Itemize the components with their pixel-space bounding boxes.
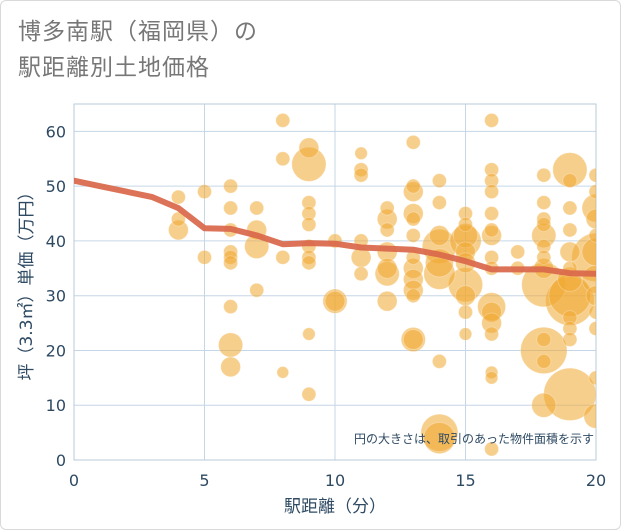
data-point (379, 222, 395, 238)
data-point (223, 255, 239, 271)
y-axis-label: 坪（3.3㎡）単価（万円） (17, 183, 37, 380)
data-point (249, 282, 265, 298)
data-point (276, 366, 290, 379)
data-point (536, 195, 552, 211)
data-point (379, 200, 395, 216)
data-point (588, 321, 596, 337)
x-tick-label: 15 (455, 471, 475, 490)
data-point (353, 266, 369, 282)
data-point (431, 353, 447, 369)
data-point (484, 326, 500, 342)
data-point (588, 304, 596, 320)
x-tick-label: 10 (325, 471, 345, 490)
data-point (275, 249, 291, 265)
data-point (376, 257, 398, 279)
chart-title-line2: 駅距離別土地価格 (18, 55, 210, 81)
data-point (223, 200, 239, 216)
data-point (520, 326, 568, 375)
data-point (423, 421, 456, 455)
data-point (197, 184, 212, 200)
data-point (223, 178, 239, 194)
data-point (484, 206, 500, 222)
y-tick-label: 0 (56, 451, 66, 470)
data-point (301, 255, 317, 271)
data-point (405, 227, 421, 243)
data-point (583, 403, 596, 429)
data-point (588, 167, 596, 183)
data-point (220, 356, 241, 378)
data-point (405, 288, 421, 304)
data-point (458, 327, 473, 341)
data-point (402, 329, 424, 350)
data-point (301, 386, 317, 402)
data-point (536, 167, 552, 183)
data-point (458, 304, 473, 320)
data-point (455, 285, 476, 307)
y-tick-label: 20 (46, 341, 66, 360)
data-point (376, 290, 398, 312)
y-tick-label: 50 (46, 177, 66, 196)
data-point (588, 370, 596, 386)
x-axis-label: 駅距離（分） (284, 497, 386, 517)
data-point (458, 216, 473, 232)
data-point (324, 290, 346, 312)
data-point (170, 189, 186, 205)
data-point (223, 299, 239, 315)
chart-title-line1: 博多南駅（福岡県）の (18, 19, 258, 45)
data-point (301, 216, 317, 232)
data-point (429, 225, 450, 246)
data-point (302, 327, 316, 341)
data-point (431, 195, 447, 211)
data-point (275, 151, 291, 167)
data-point (217, 332, 244, 358)
data-point (484, 441, 500, 457)
y-tick-label: 10 (46, 396, 66, 415)
data-point (197, 249, 212, 265)
data-point (588, 227, 596, 243)
data-point (562, 332, 578, 348)
data-point (275, 112, 291, 128)
data-point (510, 244, 526, 260)
y-tick-label: 40 (46, 232, 66, 251)
data-point (562, 200, 578, 216)
data-point (170, 211, 186, 227)
data-point (531, 392, 557, 418)
data-point (585, 285, 596, 307)
data-point (585, 208, 596, 230)
x-tick-label: 0 (69, 471, 79, 490)
data-point (588, 184, 596, 200)
trend-line (74, 177, 596, 277)
data-point (484, 112, 500, 128)
data-point (484, 371, 499, 385)
data-point (581, 237, 596, 267)
data-point (536, 249, 552, 265)
data-point (484, 184, 500, 200)
y-axis-ticks: 0 10 20 30 40 50 60 (46, 122, 66, 470)
data-point (484, 222, 500, 238)
data-point (405, 134, 421, 150)
size-note: 円の大きさは、取引のあった物件面積を示す (354, 431, 594, 446)
data-point (405, 178, 421, 194)
data-point (354, 146, 368, 161)
data-point (431, 173, 447, 189)
data-point (536, 216, 552, 232)
data-point (562, 173, 578, 189)
data-point (298, 137, 320, 159)
y-tick-label: 60 (46, 122, 66, 141)
data-point (562, 222, 578, 238)
data-point (249, 200, 265, 216)
data-point (559, 241, 581, 263)
data-point (405, 211, 421, 227)
data-point (536, 332, 552, 348)
x-tick-label: 20 (586, 471, 606, 490)
y-tick-label: 30 (46, 287, 66, 306)
data-point (536, 353, 552, 369)
x-axis-ticks: 0 5 10 15 20 (69, 471, 606, 490)
chart-title: 博多南駅（福岡県）の 駅距離別土地価格 (18, 14, 258, 86)
data-point (353, 167, 369, 183)
x-tick-label: 5 (199, 471, 209, 490)
